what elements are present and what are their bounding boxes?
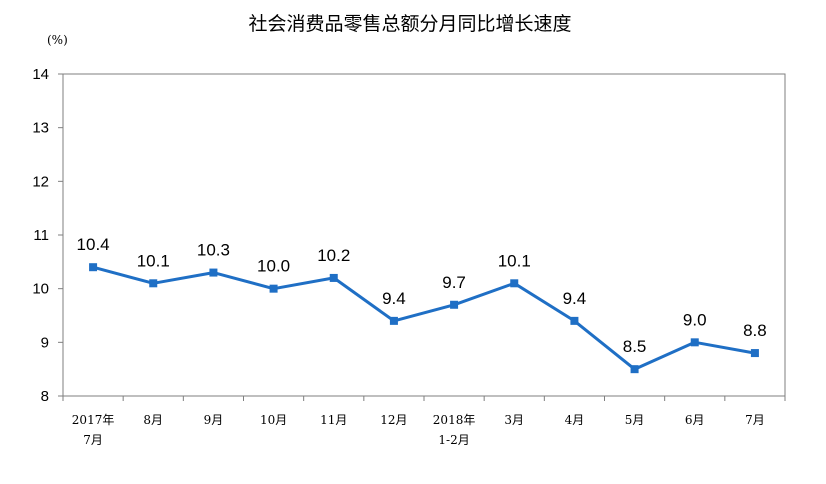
data-point [149,279,158,288]
data-label: 9.4 [382,289,406,308]
series [89,263,759,374]
y-tick-label: 10 [32,281,49,298]
data-label: 9.7 [442,273,466,292]
x-tick-label: 4月 [565,413,585,427]
data-point [690,338,699,347]
series-line [92,265,756,371]
x-tick-label: 8月 [143,413,163,427]
y-tick-label: 12 [32,173,49,190]
y-tick-label: 11 [33,227,49,244]
x-tick-label: 2017年 7月 [72,413,115,447]
data-point [510,279,519,288]
data-point [329,273,338,282]
data-label: 10.0 [257,257,290,276]
plot-area-border [62,73,786,397]
data-label: 10.1 [137,251,170,270]
data-label: 9.4 [563,289,587,308]
x-tick-label: 3月 [504,413,524,427]
x-tick-label: 6月 [685,413,705,427]
data-point [209,268,218,277]
data-point [389,316,398,325]
data-point [630,365,639,374]
data-point [570,316,579,325]
x-tick-label: 11月 [320,413,347,427]
x-tick-label: 2018年 1-2月 [433,413,476,447]
data-label: 10.1 [498,251,531,270]
x-tick-label: 12月 [380,413,407,427]
x-axis: 2017年 7月 8月 9月 10月 11月 12月 2018年 1-2月 3月 4月 5月 6月 7月 [62,396,786,447]
data-point [750,349,759,358]
y-tick-label: 13 [32,120,49,137]
x-tick-label: 7月 [745,413,765,427]
data-point [269,284,278,293]
y-axis-unit: (%) [47,33,68,47]
data-label: 8.8 [743,321,767,340]
x-tick-label: 9月 [204,413,224,427]
data-point [450,300,459,309]
y-axis: 14 13 12 11 10 9 8 [32,66,63,405]
x-tick-label: 5月 [625,413,645,427]
data-label: 9.0 [683,310,707,329]
data-label: 10.4 [77,235,110,254]
data-label: 8.5 [623,337,647,356]
data-point [89,263,98,272]
y-tick-label: 9 [41,334,49,351]
data-label: 10.3 [197,241,230,260]
x-tick-label: 10月 [260,413,287,427]
chart-title: 社会消费品零售总额分月同比增长速度 [248,13,571,35]
y-tick-label: 14 [32,66,49,83]
data-labels: 10.4 10.1 10.3 10.0 10.2 9.4 9.7 10.1 9.4 8.5 9.0 8… [77,235,767,356]
y-tick-label: 8 [41,388,49,405]
data-label: 10.2 [317,246,350,265]
